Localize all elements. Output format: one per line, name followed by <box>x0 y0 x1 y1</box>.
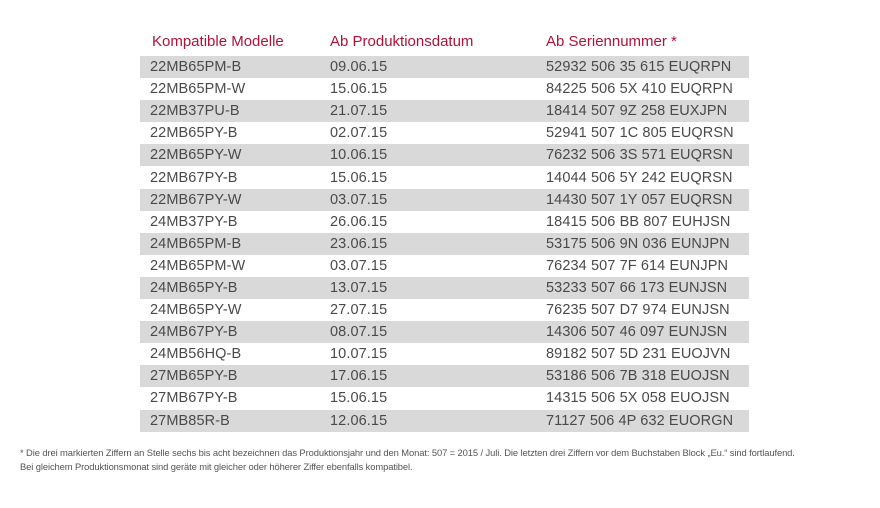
cell-serial-number: 84225 506 5X 410 EUQRPN <box>546 81 733 98</box>
cell-production-date: 12.06.15 <box>330 412 388 429</box>
cell-model: 27MB67PY-B <box>150 390 238 407</box>
cell-model: 24MB37PY-B <box>150 213 238 230</box>
header-production-date: Ab Produktionsdatum <box>330 32 474 50</box>
table-row: 24MB37PY-B 26.06.15 18415 506 BB 807 EUHJS… <box>140 211 749 233</box>
cell-model: 24MB65PY-W <box>150 302 242 319</box>
cell-production-date: 10.06.15 <box>330 147 388 164</box>
cell-model: 22MB65PY-W <box>150 147 242 164</box>
cell-serial-number: 76234 507 7F 614 EUNJPN <box>546 257 729 274</box>
table-header: Kompatible Modelle Ab Produktionsdatum A… <box>140 26 749 56</box>
cell-production-date: 15.06.15 <box>330 169 388 186</box>
cell-serial-number: 53186 506 7B 318 EUOJSN <box>546 368 730 385</box>
table-row: 22MB65PM-W 15.06.15 84225 506 5X 410 EUQRP… <box>140 78 749 100</box>
footnote-line-2: Bei gleichem Produktionsmonat sind gerät… <box>20 461 413 472</box>
cell-model: 27MB85R-B <box>150 412 230 429</box>
table-row: 22MB65PM-B 09.06.15 52932 506 35 615 EUQRP… <box>140 56 749 79</box>
header-models: Kompatible Modelle <box>152 32 284 50</box>
cell-production-date: 15.06.15 <box>330 81 388 98</box>
table-row: 22MB67PY-B 15.06.15 14044 506 5Y 242 EUQRS… <box>140 166 749 188</box>
cell-production-date: 03.07.15 <box>330 191 388 208</box>
header-serial-number: Ab Seriennummer * <box>546 32 677 50</box>
table-row: 24MB65PY-W 27.07.15 76235 507 D7 974 EUNJS… <box>140 299 749 321</box>
cell-model: 22MB65PM-W <box>150 81 246 98</box>
cell-model: 22MB65PY-B <box>150 125 238 142</box>
cell-model: 22MB67PY-W <box>150 191 242 208</box>
cell-production-date: 08.07.15 <box>330 324 388 341</box>
cell-serial-number: 52932 506 35 615 EUQRPN <box>546 59 732 76</box>
table-row: 22MB65PY-B 02.07.15 52941 507 1C 805 EUQRS… <box>140 122 749 144</box>
cell-model: 22MB65PM-B <box>150 59 242 76</box>
table-row: 22MB67PY-W 03.07.15 14430 507 1Y 057 EUQRS… <box>140 188 749 211</box>
cell-serial-number: 53175 506 9N 036 EUNJPN <box>546 235 730 252</box>
cell-production-date: 10.07.15 <box>330 346 388 363</box>
cell-model: 24MB56HQ-B <box>150 346 242 363</box>
cell-serial-number: 89182 507 5D 231 EUOJVN <box>546 346 731 363</box>
table-row: 22MB37PU-B 21.07.15 18414 507 9Z 258 EUXJP… <box>140 100 749 123</box>
table-row: 27MB67PY-B 15.06.15 14315 506 5X 058 EUOJS… <box>140 387 749 409</box>
cell-serial-number: 18414 507 9Z 258 EUXJPN <box>546 103 728 120</box>
table-row: 24MB56HQ-B 10.07.15 89182 507 5D 231 EUOJV… <box>140 343 749 365</box>
cell-model: 24MB67PY-B <box>150 324 238 341</box>
table-row: 24MB65PM-W 03.07.15 76234 507 7F 614 EUNJP… <box>140 255 749 277</box>
table-row: 27MB85R-B 12.06.15 71127 506 4P 632 EUORGN <box>140 409 749 432</box>
cell-serial-number: 14315 506 5X 058 EUOJSN <box>546 390 730 407</box>
table-row: 22MB65PY-W 10.06.15 76232 506 3S 571 EUQRS… <box>140 144 749 167</box>
cell-production-date: 03.07.15 <box>330 257 388 274</box>
cell-production-date: 17.06.15 <box>330 368 388 385</box>
cell-production-date: 15.06.15 <box>330 390 388 407</box>
cell-model: 22MB67PY-B <box>150 169 238 186</box>
cell-model: 27MB65PY-B <box>150 368 238 385</box>
cell-serial-number: 14306 507 46 097 EUNJSN <box>546 324 728 341</box>
table-row: 27MB65PY-B 17.06.15 53186 506 7B 318 EUOJS… <box>140 365 749 388</box>
table-body: 22MB65PM-B 09.06.15 52932 506 35 615 EUQRP… <box>140 56 749 432</box>
cell-production-date: 02.07.15 <box>330 125 388 142</box>
table-row: 24MB65PY-B 13.07.15 53233 507 66 173 EUNJS… <box>140 276 749 300</box>
cell-model: 24MB65PY-B <box>150 279 238 296</box>
cell-model: 22MB37PU-B <box>150 103 240 120</box>
cell-serial-number: 14044 506 5Y 242 EUQRSN <box>546 169 733 186</box>
table-row: 24MB65PM-B 23.06.15 53175 506 9N 036 EUNJP… <box>140 232 749 255</box>
cell-serial-number: 53233 507 66 173 EUNJSN <box>546 279 728 296</box>
cell-serial-number: 71127 506 4P 632 EUORGN <box>546 412 734 429</box>
cell-production-date: 26.06.15 <box>330 213 388 230</box>
footnote-line-1: * Die drei markierten Ziffern an Stelle … <box>20 447 795 458</box>
cell-production-date: 21.07.15 <box>330 103 388 120</box>
cell-production-date: 09.06.15 <box>330 59 388 76</box>
cell-production-date: 23.06.15 <box>330 235 388 252</box>
cell-serial-number: 18415 506 BB 807 EUHJSN <box>546 213 731 230</box>
cell-serial-number: 14430 507 1Y 057 EUQRSN <box>546 191 733 208</box>
compatibility-table: Kompatible Modelle Ab Produktionsdatum A… <box>140 26 749 432</box>
table-row: 24MB67PY-B 08.07.15 14306 507 46 097 EUNJS… <box>140 321 749 344</box>
cell-model: 24MB65PM-W <box>150 257 246 274</box>
cell-production-date: 27.07.15 <box>330 302 388 319</box>
cell-serial-number: 76232 506 3S 571 EUQRSN <box>546 147 733 164</box>
cell-serial-number: 76235 507 D7 974 EUNJSN <box>546 302 730 319</box>
footnote: * Die drei markierten Ziffern an Stelle … <box>20 446 875 474</box>
cell-serial-number: 52941 507 1C 805 EUQRSN <box>546 125 734 142</box>
cell-production-date: 13.07.15 <box>330 279 388 296</box>
cell-model: 24MB65PM-B <box>150 235 242 252</box>
